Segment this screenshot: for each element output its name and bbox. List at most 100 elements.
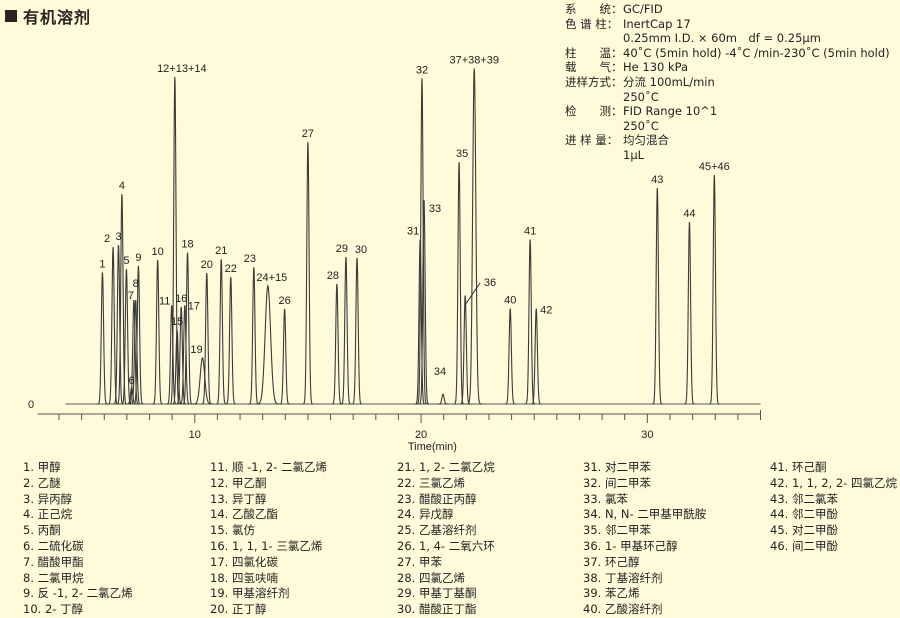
peak-label: 6	[129, 375, 135, 387]
peak-16	[175, 306, 187, 405]
condition-key: 进 样 量：	[565, 133, 619, 148]
peak-label: 8	[133, 278, 139, 290]
peak-17	[179, 305, 191, 405]
legend-item: 22. 三氯乙烯	[397, 475, 465, 490]
legend-column: 11. 顺 -1, 2- 二氯乙烯 12. 甲乙酮 13. 异丁醇 14. 乙酸乙酯 1…	[210, 460, 327, 618]
legend-item: 10. 2- 丁醇	[23, 602, 84, 617]
peak-label: 3	[115, 231, 121, 243]
peak-label: 35	[456, 148, 468, 160]
peak-label: 28	[327, 270, 339, 282]
condition-value: 1μL	[623, 147, 645, 162]
condition-value: GC/FID	[623, 2, 663, 16]
legend-item: 36. 1- 甲基环己醇	[583, 538, 678, 553]
condition-key: 系 统：	[565, 2, 623, 16]
condition-key: 色 谱 柱：	[565, 16, 619, 31]
condition-value: 250˚C	[623, 89, 659, 104]
legend-item: 6. 二硫化碳	[23, 538, 84, 553]
legend-item: 21. 1, 2- 二氯乙烷	[397, 460, 495, 474]
legend-item: 28. 四氯乙烯	[397, 570, 465, 585]
condition-value: 40˚C (5min hold) -4˚C /min-230˚C (5min h…	[623, 45, 890, 60]
legend-column: 21. 1, 2- 二氯乙烷 22. 三氯乙烯 23. 醋酸正丙醇 24. 异戊醇 25…	[397, 460, 495, 618]
peak-label: 42	[540, 305, 552, 317]
y-tick-label: 0	[28, 399, 34, 411]
legend-item: 23. 醋酸正丙醇	[397, 491, 477, 506]
condition-value: InertCap 17	[623, 16, 691, 31]
peak-label: 15	[171, 316, 183, 328]
legend-item: 5. 丙酮	[23, 523, 61, 538]
conditions-panel: 系 统： GC/FID 色 谱 柱： InertCap 17 0.25mm I.D. ×…	[565, 2, 890, 163]
legend-item: 46. 间二甲酚	[770, 538, 838, 553]
legend-item: 2. 乙醚	[23, 475, 61, 490]
condition-row: 0.25mm I.D. × 60m df = 0.25μm	[565, 31, 890, 46]
legend-item: 16. 1, 1, 1- 三氯乙烯	[210, 538, 323, 553]
peak-34	[437, 393, 449, 405]
legend-item: 25. 乙基溶纤剂	[397, 523, 477, 538]
peak-label: 22	[225, 263, 237, 275]
peak-27	[302, 142, 314, 405]
condition-key: 柱 温：	[565, 45, 623, 60]
peaks	[65, 68, 761, 405]
peak-label: 30	[355, 244, 367, 256]
legend-item: 39. 苯乙烯	[583, 586, 640, 601]
condition-value: 分流 100mL/min	[623, 74, 715, 89]
peak-label: 29	[336, 243, 348, 255]
x-tick-label: 30	[641, 429, 653, 441]
legend-item: 14. 乙酸乙酯	[210, 507, 278, 522]
peak-label: 40	[504, 295, 516, 307]
peak-43	[651, 188, 663, 405]
peak-label: 41	[524, 226, 536, 238]
peak-label: 45+46	[699, 161, 730, 173]
peak-1	[96, 272, 109, 405]
peak-label: 16	[175, 293, 187, 305]
condition-value: 250˚C	[623, 118, 659, 133]
peak-9	[132, 265, 145, 405]
legend-column: 1. 甲醇 2. 乙醚 3. 异丙醇 4. 正己烷 5. 丙酮 6. 二硫化碳 7. 醋酸甲…	[23, 460, 133, 618]
peak-label: 27	[302, 128, 314, 140]
peak-35	[453, 162, 465, 405]
condition-row: 柱 温： 40˚C (5min hold) -4˚C /min-230˚C (5m…	[565, 46, 890, 61]
peak-30	[351, 257, 363, 405]
peak-label: 43	[651, 174, 663, 186]
peak-label: 5	[123, 255, 129, 267]
condition-value: FID Range 10^1	[623, 104, 718, 119]
peak-40	[504, 308, 516, 405]
peak-2	[107, 247, 119, 405]
peak-18	[181, 252, 194, 405]
peak-label: 20	[201, 259, 213, 271]
legend-item: 37. 环己醇	[583, 554, 640, 569]
legend-item: 43. 邻二氯苯	[770, 491, 838, 506]
peak-37+38+39	[466, 68, 483, 405]
legend-item: 38. 丁基溶纤剂	[583, 570, 663, 585]
peak-32	[416, 78, 428, 405]
legend-item: 4. 正己烷	[23, 507, 73, 522]
peak-10	[152, 259, 164, 405]
condition-row: 进 样 量： 均匀混合	[565, 133, 890, 148]
peak-29	[340, 256, 352, 405]
legend-item: 32. 间二甲苯	[583, 475, 651, 490]
legend-column: 41. 环己酮 42. 1, 1, 2, 2- 四氯乙烷 43. 邻二氯苯 44. 邻…	[770, 460, 897, 555]
peak-label: 37+38+39	[449, 54, 499, 66]
square-bullet-icon	[5, 10, 17, 22]
condition-row: 载 气： He 130 kPa	[565, 60, 890, 75]
peak-label: 2	[104, 233, 110, 245]
peak-label: 18	[181, 239, 193, 251]
legend-item: 11. 顺 -1, 2- 二氯乙烯	[210, 460, 327, 474]
peak-23	[248, 267, 260, 405]
peak-label: 32	[416, 64, 428, 76]
peak-label: 34	[434, 366, 446, 378]
legend-item: 8. 二氯甲烷	[23, 570, 84, 585]
peak-label: 4	[119, 180, 125, 192]
peak-44	[683, 222, 696, 405]
peak-11	[166, 305, 178, 405]
condition-row: 检 测： FID Range 10^1	[565, 104, 890, 119]
peak-label: 21	[215, 245, 227, 257]
peak-4	[116, 194, 128, 405]
condition-row: 250˚C	[565, 90, 890, 105]
legend-item: 17. 四氯化碳	[210, 554, 278, 569]
peak-42	[530, 308, 542, 405]
peak-12+13+14	[169, 76, 181, 405]
legend-item: 44. 邻二甲酚	[770, 507, 838, 522]
legend-item: 40. 乙酸溶纤剂	[583, 602, 663, 617]
peak-19	[191, 356, 214, 405]
